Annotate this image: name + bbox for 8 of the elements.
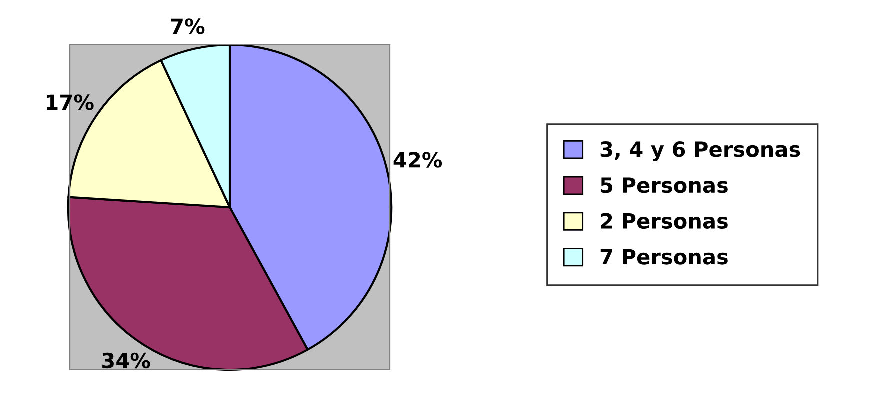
data-label: 34%: [102, 352, 150, 369]
legend-label: 5 Personas: [601, 178, 728, 194]
legend-label: 2 Personas: [601, 213, 728, 230]
legend-label: 7 Personas: [600, 249, 728, 265]
data-label: 7%: [171, 18, 205, 34]
data-label: 17%: [47, 94, 94, 110]
data-label: 42%: [394, 152, 442, 168]
legend-label: 3, 4 y 6 Personas: [600, 142, 800, 162]
